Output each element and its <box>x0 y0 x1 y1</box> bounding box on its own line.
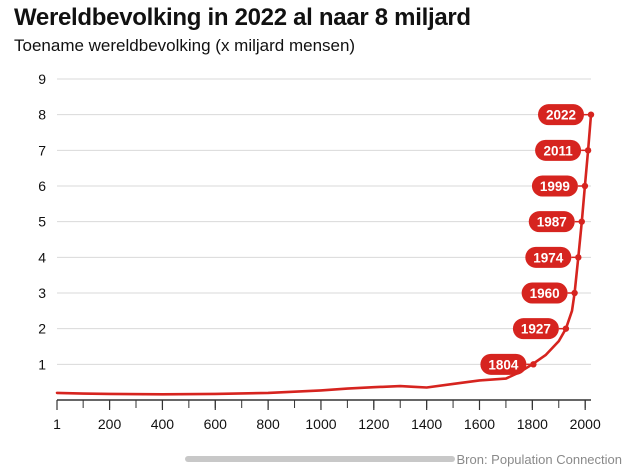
milestone-badge <box>528 211 575 233</box>
x-tick-label: 200 <box>98 416 122 432</box>
x-tick-label: 1400 <box>411 416 442 432</box>
milestone-badge <box>535 139 582 161</box>
milestone-badge <box>480 353 527 375</box>
y-tick-label: 1 <box>38 356 46 372</box>
x-tick-label: 1200 <box>358 416 389 432</box>
horizontal-scrollbar[interactable] <box>185 456 455 462</box>
y-tick-label: 9 <box>38 71 46 87</box>
y-tick-label: 8 <box>38 107 46 123</box>
milestone-dot <box>571 289 578 297</box>
x-tick-label: 400 <box>151 416 175 432</box>
y-tick-label: 4 <box>38 249 46 265</box>
milestone-year-label: 1927 <box>521 322 551 337</box>
x-tick-label: 1 <box>53 416 61 432</box>
milestone-badge <box>512 318 559 340</box>
milestone-badge <box>531 175 578 197</box>
x-tick-label: 1000 <box>305 416 336 432</box>
milestone-year-label: 2022 <box>546 108 576 123</box>
y-tick-label: 5 <box>38 214 46 230</box>
milestone-dot <box>575 254 582 261</box>
milestone-badge <box>538 104 584 126</box>
milestone-badge <box>521 282 568 304</box>
x-tick-label: 1600 <box>464 416 495 432</box>
chart-subtitle: Toename wereldbevolking (x miljard mense… <box>14 36 356 55</box>
y-tick-label: 2 <box>38 321 46 337</box>
x-tick-label: 1800 <box>517 416 548 432</box>
source-note: Bron: Population Connection <box>456 452 622 467</box>
y-tick-label: 7 <box>38 142 46 158</box>
milestone-year-label: 1974 <box>533 250 564 265</box>
milestone-dot <box>584 147 592 154</box>
x-tick-label: 600 <box>204 416 228 432</box>
milestone-year-label: 1987 <box>537 215 567 230</box>
milestone-dot <box>530 361 537 368</box>
milestone-dot <box>581 182 589 190</box>
milestone-badge <box>525 246 572 268</box>
milestone-dot <box>578 218 585 225</box>
chart-title: Wereldbevolking in 2022 al naar 8 miljar… <box>14 4 471 31</box>
milestone-dot <box>587 111 595 118</box>
milestone-year-label: 1960 <box>530 286 560 301</box>
y-tick-label: 3 <box>38 285 46 301</box>
milestone-year-label: 1999 <box>540 179 570 194</box>
x-tick-label: 800 <box>256 416 280 432</box>
milestone-dot <box>562 325 570 332</box>
x-tick-label: 2000 <box>570 416 601 432</box>
milestone-year-label: 2011 <box>543 143 573 158</box>
y-tick-label: 6 <box>38 178 46 194</box>
population-line <box>55 113 593 396</box>
milestone-year-label: 1804 <box>488 357 519 372</box>
